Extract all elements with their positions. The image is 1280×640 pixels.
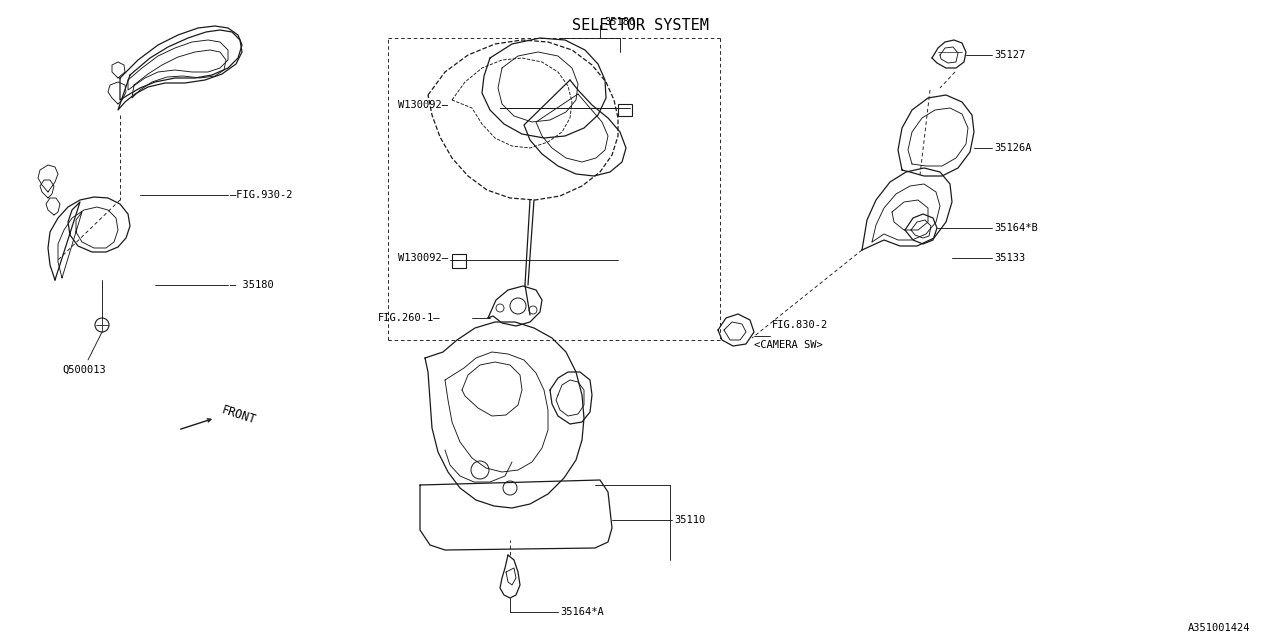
Text: <CAMERA SW>: <CAMERA SW> [754, 340, 823, 350]
Text: —FIG.930-2: —FIG.930-2 [230, 190, 293, 200]
Bar [618, 104, 632, 116]
Text: W130092—: W130092— [398, 253, 448, 263]
Text: 35133: 35133 [995, 253, 1025, 263]
Text: 35180: 35180 [604, 17, 635, 27]
Text: FIG.830-2: FIG.830-2 [772, 320, 828, 330]
Text: — 35180: — 35180 [230, 280, 274, 290]
Text: FIG.260-1—: FIG.260-1— [378, 313, 440, 323]
Text: SELECTOR SYSTEM: SELECTOR SYSTEM [572, 18, 708, 33]
Text: 35164*A: 35164*A [561, 607, 604, 617]
Text: W130092—: W130092— [398, 100, 448, 110]
Text: 35164*B: 35164*B [995, 223, 1038, 233]
Text: 35127: 35127 [995, 50, 1025, 60]
Text: Q500013: Q500013 [61, 365, 106, 375]
Text: 35110: 35110 [675, 515, 705, 525]
Text: FRONT: FRONT [220, 403, 257, 427]
Text: 35126A: 35126A [995, 143, 1032, 153]
Bar [452, 254, 466, 268]
Text: A351001424: A351001424 [1188, 623, 1251, 633]
